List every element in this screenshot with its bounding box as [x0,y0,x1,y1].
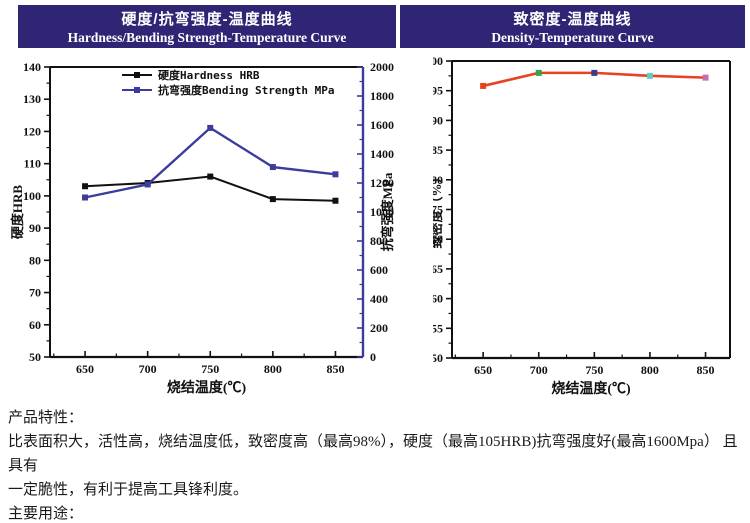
svg-text:70: 70 [433,232,443,246]
svg-text:50: 50 [29,350,41,364]
svg-text:400: 400 [370,292,388,306]
data-point-marker [82,183,89,190]
x-axis: 650 700 750 800 850 [53,351,344,376]
svg-text:800: 800 [641,363,659,377]
axis-titles: 硬度HRB 抗弯强度MPa 烧结温度(℃) [10,172,395,396]
svg-text:90: 90 [433,113,443,127]
data-point-marker [591,69,598,76]
svg-text:1800: 1800 [370,89,394,103]
svg-text:1600: 1600 [370,118,394,132]
svg-text:50: 50 [433,351,443,365]
data-point-marker [535,69,542,76]
series-致密度 Density % [480,69,709,89]
features-line-1: 比表面积大，活性高，烧结温度低，致密度高（最高98%），硬度（最高105HRB)… [8,434,738,474]
data-point-marker [480,82,487,89]
svg-text:致密度（%）: 致密度（%） [433,170,444,248]
data-point-marker [332,197,339,204]
axis-titles: 致密度（%） 烧结温度(℃) [433,170,631,397]
svg-text:60: 60 [433,292,443,306]
left-axis: 50 60 70 80 90 100 110 120 130 140 [23,60,50,364]
series-硬度Hardness HRB [82,173,339,204]
svg-text:65: 65 [433,262,443,276]
svg-text:130: 130 [23,92,41,106]
left-axis: 50 55 60 65 70 75 80 85 90 95 100 [433,54,452,365]
svg-text:烧结温度(℃): 烧结温度(℃) [167,379,247,396]
svg-text:1400: 1400 [370,147,394,161]
series-抗弯强度Bending Strength MPa [82,124,339,201]
data-point-marker [269,196,276,203]
svg-text:烧结温度(℃): 烧结温度(℃) [551,380,631,397]
header-title-en: Hardness/Bending Strength-Temperature Cu… [67,29,347,45]
svg-text:90: 90 [29,221,41,235]
svg-text:650: 650 [474,363,492,377]
data-point-marker [207,124,214,131]
header-title-en: Density-Temperature Curve [491,29,654,45]
density-chart: 50 55 60 65 70 75 80 85 90 95 100 650 700 750 800 850 致密… [433,54,731,397]
x-axis: 650 700 750 800 850 [454,352,715,377]
svg-text:70: 70 [29,286,41,300]
header-title-zh: 致密度-温度曲线 [513,10,632,28]
svg-text:700: 700 [139,362,157,376]
data-point-marker [702,74,709,81]
header-density: 致密度-温度曲线 Density-Temperature Curve [400,5,745,48]
svg-text:80: 80 [29,253,41,267]
svg-text:800: 800 [370,234,388,248]
svg-text:700: 700 [530,363,548,377]
svg-text:1000: 1000 [370,205,394,219]
right-axis: 0 200 400 600 800 1000 1200 1400 1600 1800 2000 [357,60,394,364]
svg-text:55: 55 [433,321,443,335]
data-point-marker [332,171,339,178]
svg-text:750: 750 [201,362,219,376]
svg-text:200: 200 [370,321,388,335]
svg-text:850: 850 [697,363,715,377]
features-line-2: 一定脆性，有利于提高工具锋利度。 [8,482,249,498]
svg-text:120: 120 [23,124,41,138]
svg-text:硬度Hardness HRB: 硬度Hardness HRB [158,68,260,82]
uses-heading: 主要用途： [8,506,84,522]
svg-text:100: 100 [433,54,443,68]
header-hardness-bending: 硬度/抗弯强度-温度曲线 Hardness/Bending Strength-T… [18,5,396,48]
svg-text:750: 750 [585,363,603,377]
svg-text:600: 600 [370,263,388,277]
svg-text:80: 80 [433,173,443,187]
hardness-bending-chart: 5060708090100110120130140020040060080010… [10,60,395,396]
svg-text:140: 140 [23,60,41,74]
svg-text:抗弯强度Bending Strength MPa: 抗弯强度Bending Strength MPa [158,83,334,97]
data-point-marker [646,72,653,79]
svg-text:2000: 2000 [370,60,394,74]
product-notes: 产品特性： 比表面积大，活性高，烧结温度低，致密度高（最高98%），硬度（最高1… [8,406,746,523]
svg-text:100: 100 [23,189,41,203]
svg-text:95: 95 [433,84,443,98]
svg-text:60: 60 [29,318,41,332]
svg-text:1200: 1200 [370,176,394,190]
data-point-marker [269,164,276,171]
svg-text:850: 850 [326,362,344,376]
svg-text:硬度HRB: 硬度HRB [10,185,25,240]
svg-text:85: 85 [433,143,443,157]
svg-text:110: 110 [24,157,41,171]
data-point-marker [207,173,214,180]
header-title-zh: 硬度/抗弯强度-温度曲线 [121,10,293,28]
data-point-marker [144,181,151,188]
chart-frame [49,66,365,359]
svg-text:抗弯强度MPa: 抗弯强度MPa [380,172,395,251]
features-heading: 产品特性： [8,410,84,426]
svg-text:650: 650 [76,362,94,376]
svg-text:0: 0 [370,350,376,364]
svg-text:800: 800 [264,362,282,376]
chart-frame [451,60,731,360]
data-point-marker [82,194,89,201]
svg-text:75: 75 [433,203,443,217]
